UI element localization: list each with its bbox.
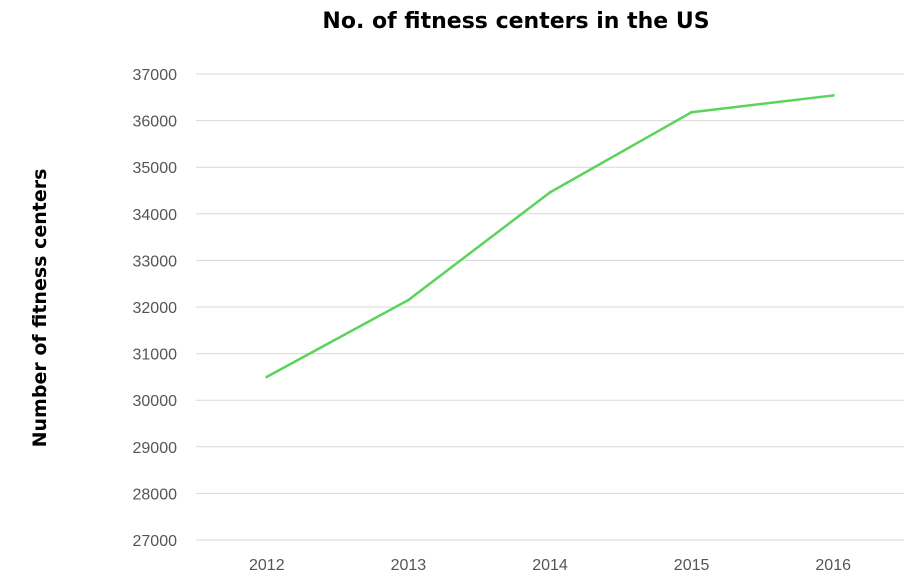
data-point <box>407 298 410 302</box>
data-point <box>265 375 269 379</box>
data-point <box>690 110 693 114</box>
y-tick-label: 37000 <box>133 67 178 84</box>
x-axis-ticks: 2012 2013 2014 2015 2016 <box>249 557 851 574</box>
y-tick-label: 28000 <box>133 486 178 503</box>
x-tick-label: 2015 <box>674 557 710 574</box>
y-tick-label: 27000 <box>133 533 178 550</box>
x-tick-label: 2013 <box>391 557 427 574</box>
gridlines <box>196 73 904 541</box>
y-tick-label: 35000 <box>133 160 178 177</box>
y-tick-label: 34000 <box>133 207 178 224</box>
data-point <box>548 190 552 194</box>
x-tick-label: 2016 <box>815 557 851 574</box>
x-tick-label: 2014 <box>532 557 568 574</box>
chart-title: No. of fitness centers in the US <box>322 9 709 34</box>
x-tick-label: 2012 <box>249 557 285 574</box>
data-point <box>831 94 835 97</box>
y-tick-label: 36000 <box>133 114 178 131</box>
y-axis-label: Number of fitness centers <box>29 169 51 448</box>
y-tick-label: 30000 <box>133 393 178 410</box>
y-tick-label: 29000 <box>133 440 178 457</box>
y-tick-label: 33000 <box>133 253 178 270</box>
y-tick-label: 31000 <box>133 347 178 364</box>
series-line <box>265 94 835 379</box>
y-tick-label: 32000 <box>133 300 178 317</box>
y-axis-ticks: 27000 28000 29000 30000 31000 32000 33000 34000… <box>133 67 178 550</box>
series-layer <box>265 94 835 379</box>
